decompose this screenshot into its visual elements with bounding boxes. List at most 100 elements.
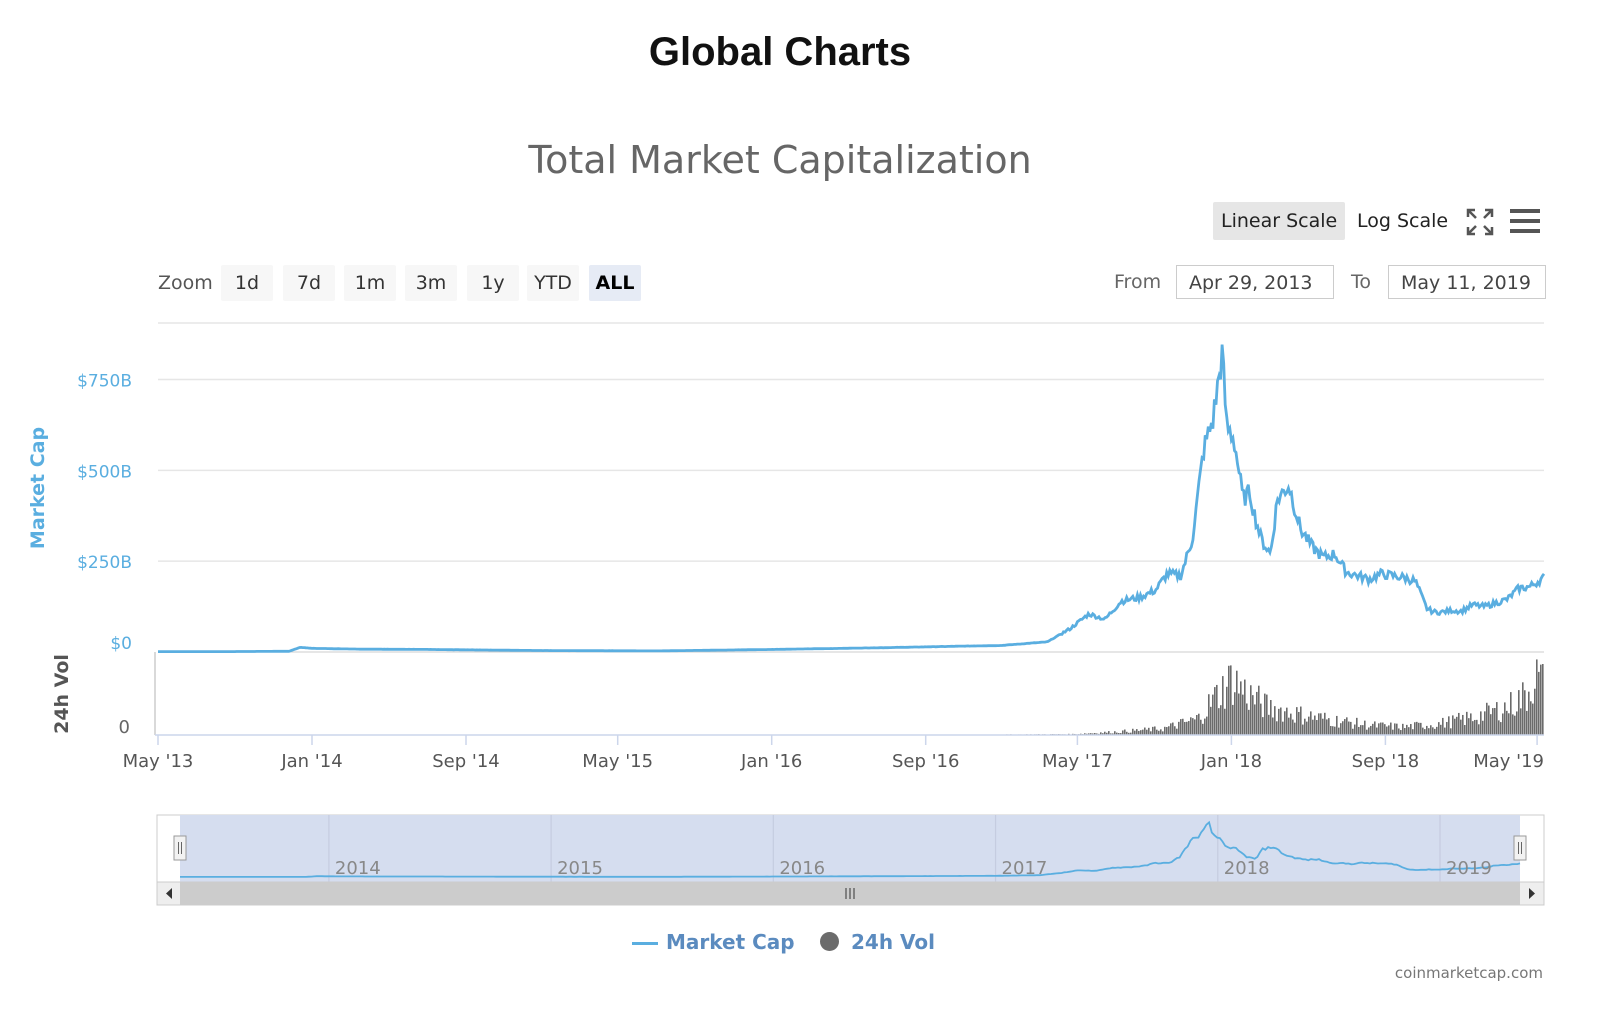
volume-bar: [1172, 722, 1174, 735]
volume-bar: [1474, 719, 1476, 735]
zoom-button-1y[interactable]: 1y: [467, 265, 519, 301]
volume-bar: [1282, 721, 1284, 735]
volume-bar: [1406, 724, 1408, 735]
legend-item-24h-vol[interactable]: 24h Vol: [820, 930, 935, 954]
legend-item-market-cap[interactable]: Market Cap: [632, 930, 795, 954]
volume-bar: [1336, 715, 1338, 735]
volume-bar: [1542, 664, 1544, 735]
scroll-right-arrow-icon[interactable]: [1529, 888, 1535, 899]
volume-bar: [1266, 694, 1268, 735]
volume-bar: [1254, 704, 1256, 735]
volume-bar: [1106, 732, 1108, 735]
x-tick-label: Sep '14: [432, 751, 500, 772]
volume-bar: [1430, 725, 1432, 735]
volume-bar: [1246, 703, 1248, 735]
volume-bar: [1444, 727, 1446, 735]
volume-bar: [1540, 664, 1542, 735]
scroll-left-arrow-icon[interactable]: [166, 888, 172, 899]
volume-bar: [1472, 721, 1474, 735]
volume-bar: [1402, 723, 1404, 735]
volume-bar: [1248, 709, 1250, 735]
volume-bar: [1088, 733, 1090, 735]
volume-bar: [1176, 728, 1178, 735]
volume-bar: [1116, 732, 1118, 735]
x-tick-label: Jan '16: [740, 751, 802, 772]
volume-bar: [1476, 719, 1478, 735]
volume-bar: [1504, 702, 1506, 735]
volume-axis-label: 24h Vol: [51, 654, 73, 734]
volume-bar: [1100, 732, 1102, 735]
navigator-left-handle[interactable]: [173, 835, 187, 861]
volume-bar: [1458, 712, 1460, 735]
legend-label-market-cap: Market Cap: [666, 930, 795, 954]
fullscreen-icon[interactable]: [1466, 208, 1494, 240]
zoom-button-ytd[interactable]: YTD: [527, 265, 579, 301]
log-scale-button[interactable]: Log Scale: [1357, 210, 1449, 232]
legend-label-24h-vol: 24h Vol: [851, 930, 936, 954]
volume-bar: [1522, 682, 1524, 735]
volume-bar: [1168, 726, 1170, 735]
volume-bar: [1534, 688, 1536, 735]
from-date-input[interactable]: Apr 29, 2013: [1176, 265, 1334, 299]
volume-bar: [1202, 723, 1204, 735]
x-tick-label: Jan '14: [280, 751, 342, 772]
volume-bar: [1350, 721, 1352, 735]
volume-bar: [1348, 721, 1350, 735]
volume-bar: [1446, 721, 1448, 735]
volume-bar: [1436, 726, 1438, 735]
volume-bar: [1480, 711, 1482, 735]
navigator-line: [180, 820, 1521, 878]
volume-bar: [1300, 706, 1302, 735]
zoom-button-all[interactable]: ALL: [589, 265, 641, 301]
volume-bar: [1140, 730, 1142, 735]
volume-bar: [1526, 710, 1528, 735]
volume-bar: [1230, 665, 1232, 735]
volume-bar: [1356, 717, 1358, 735]
volume-bar: [1322, 718, 1324, 735]
navigator-year-label: 2015: [557, 858, 603, 879]
x-tick-label: May '19: [1473, 751, 1544, 772]
zoom-button-3m[interactable]: 3m: [405, 265, 457, 301]
y-tick-label: $500B: [77, 462, 132, 482]
volume-bar: [1494, 708, 1496, 735]
volume-bar: [1440, 724, 1442, 735]
volume-bar: [1376, 727, 1378, 735]
volume-bar: [1150, 731, 1152, 735]
volume-bar: [1508, 713, 1510, 735]
x-tick-label: Sep '18: [1352, 751, 1420, 772]
volume-bar: [1090, 733, 1092, 735]
zoom-button-7d[interactable]: 7d: [283, 265, 335, 301]
linear-scale-button[interactable]: Linear Scale: [1213, 202, 1346, 240]
volume-bar: [1424, 729, 1426, 735]
volume-bar: [1354, 724, 1356, 735]
volume-bar: [1352, 728, 1354, 735]
navigator-year-label: 2014: [335, 858, 381, 879]
to-label: To: [1351, 271, 1372, 293]
volume-bar: [1120, 733, 1122, 735]
zoom-button-1m[interactable]: 1m: [344, 265, 396, 301]
volume-bar: [1454, 718, 1456, 735]
volume-bar: [1272, 717, 1274, 735]
volume-bar: [1114, 731, 1116, 735]
volume-bar: [1234, 692, 1236, 735]
hamburger-menu-icon[interactable]: [1509, 208, 1541, 238]
zoom-button-1d[interactable]: 1d: [221, 265, 273, 301]
y-tick-label: $750B: [77, 372, 132, 392]
volume-bar: [1460, 719, 1462, 735]
from-label: From: [1114, 271, 1162, 293]
volume-bar: [1132, 728, 1134, 735]
y-tick-label: $250B: [77, 553, 132, 573]
volume-bar: [1152, 726, 1154, 735]
to-date-input[interactable]: May 11, 2019: [1388, 265, 1546, 299]
volume-bar: [1468, 718, 1470, 735]
volume-bar: [1286, 707, 1288, 735]
volume-bar: [1374, 721, 1376, 735]
volume-bar: [1250, 685, 1252, 735]
volume-bar: [1294, 722, 1296, 735]
navigator-right-handle[interactable]: [1513, 835, 1527, 861]
volume-bar: [1142, 729, 1144, 735]
navigator-selection[interactable]: [180, 815, 1520, 885]
volume-bar: [1418, 722, 1420, 735]
volume-bar: [1240, 681, 1242, 735]
volume-bar: [1428, 728, 1430, 735]
